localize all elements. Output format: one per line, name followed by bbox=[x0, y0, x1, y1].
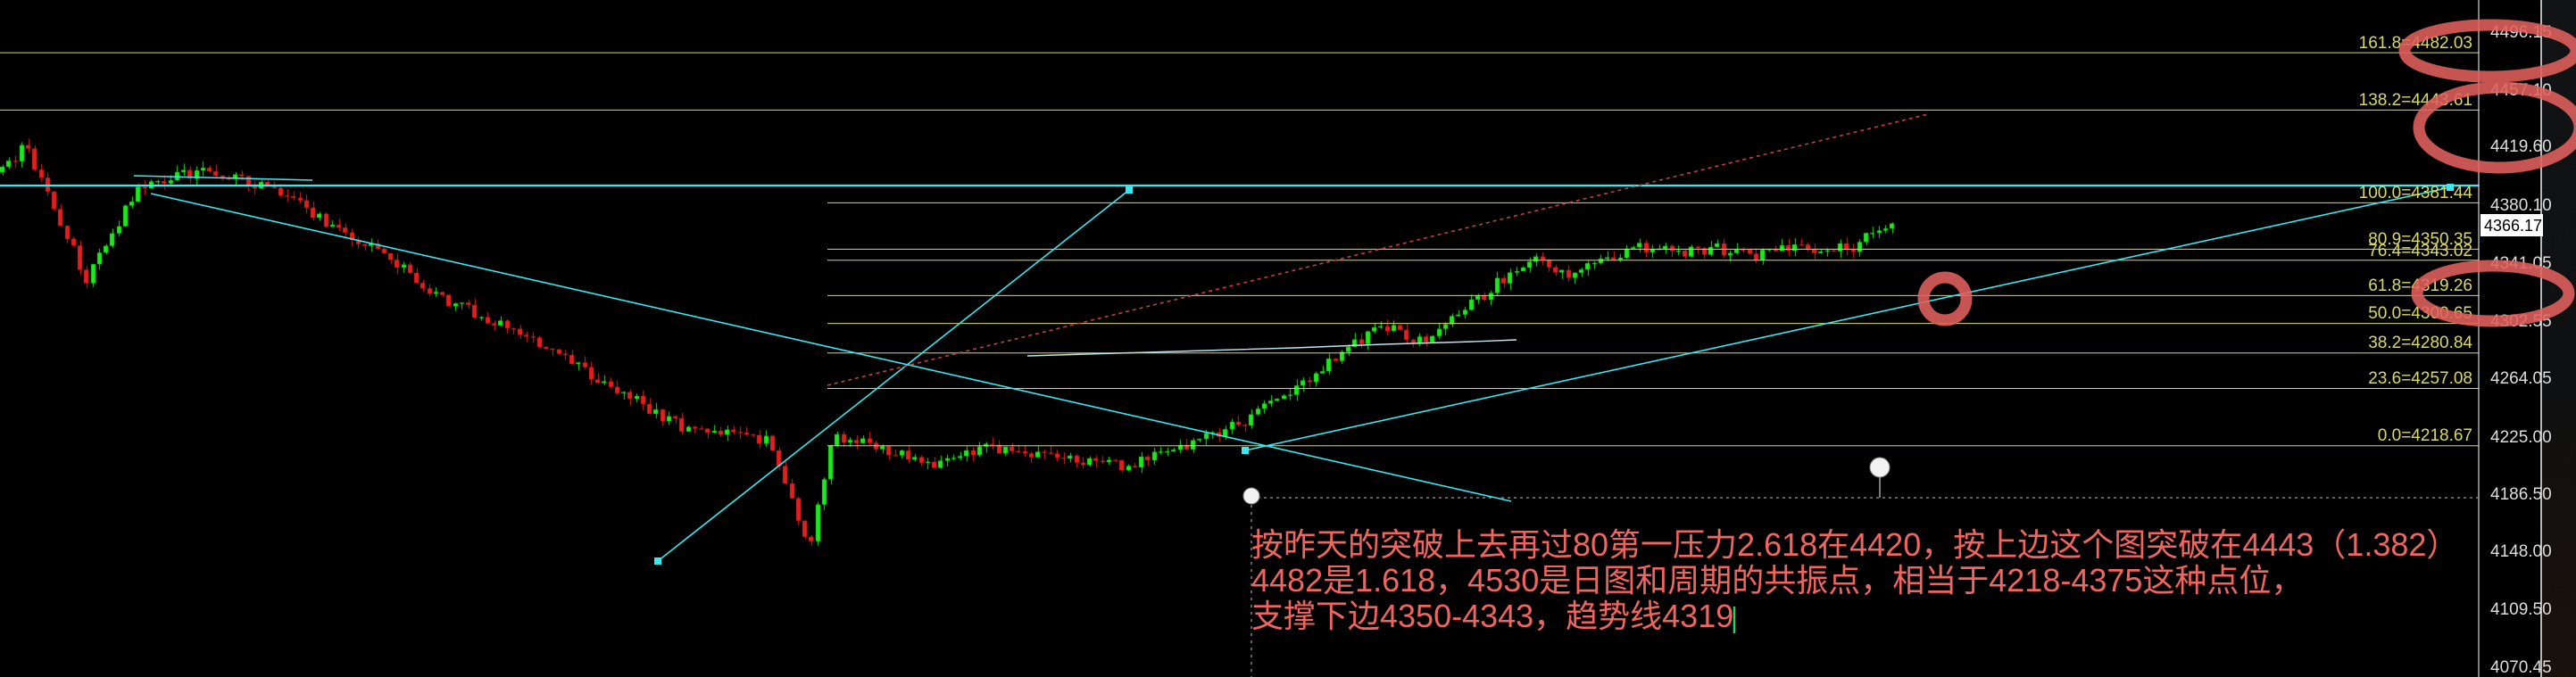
svg-text:按昨天的突破上去再过80第一压力2.618在4420，按上边: 按昨天的突破上去再过80第一压力2.618在4420，按上边这个图突破在4443… bbox=[1251, 526, 2458, 563]
svg-text:100.0=4381.44: 100.0=4381.44 bbox=[2359, 184, 2473, 202]
svg-text:4264.05: 4264.05 bbox=[2490, 369, 2552, 388]
svg-text:支撑下边4350-4343，趋势线4319: 支撑下边4350-4343，趋势线4319 bbox=[1251, 598, 1733, 634]
svg-text:76.4=4343.02: 76.4=4343.02 bbox=[2368, 242, 2472, 260]
svg-text:4225.00: 4225.00 bbox=[2490, 428, 2552, 447]
svg-text:4482是1.618，4530是日图和周期的共振点，相当于4: 4482是1.618，4530是日图和周期的共振点，相当于4218-4375这种… bbox=[1251, 562, 2303, 599]
svg-text:4366.17: 4366.17 bbox=[2484, 217, 2542, 235]
svg-text:4109.50: 4109.50 bbox=[2490, 600, 2552, 619]
svg-text:38.2=4280.84: 38.2=4280.84 bbox=[2368, 334, 2472, 352]
svg-text:4380.10: 4380.10 bbox=[2490, 196, 2552, 215]
svg-text:4419.60: 4419.60 bbox=[2490, 137, 2552, 156]
svg-text:4186.50: 4186.50 bbox=[2490, 485, 2552, 504]
svg-text:4070.45: 4070.45 bbox=[2490, 658, 2552, 677]
svg-text:23.6=4257.08: 23.6=4257.08 bbox=[2368, 369, 2472, 388]
svg-text:0.0=4218.67: 0.0=4218.67 bbox=[2378, 426, 2472, 445]
svg-text:4148.00: 4148.00 bbox=[2490, 542, 2552, 561]
